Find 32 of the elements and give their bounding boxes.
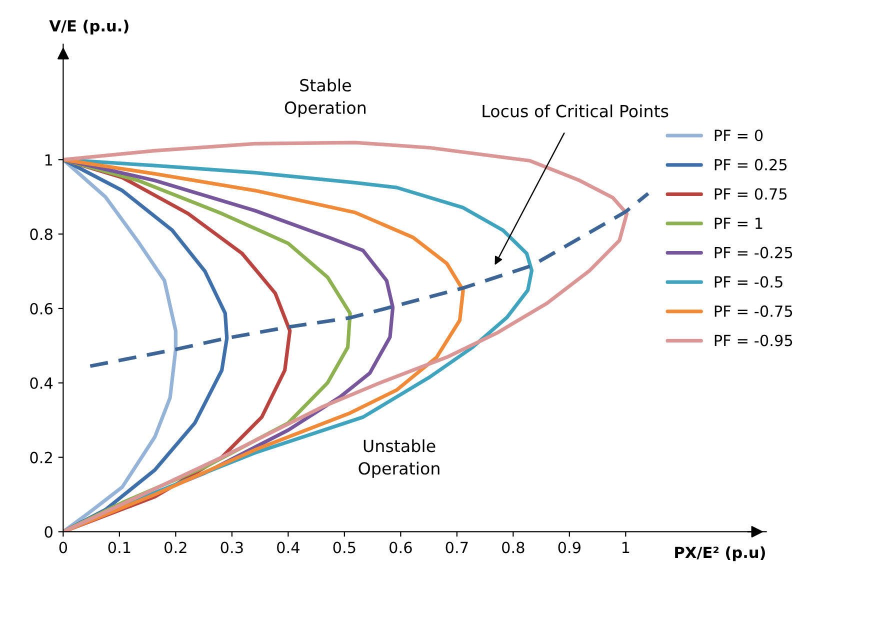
y-tick-label: 1	[45, 154, 52, 166]
x-tick-label: 0.7	[446, 542, 468, 554]
y-tick-label: 0.8	[30, 228, 52, 240]
legend-label: PF = -0.25	[714, 246, 792, 258]
x-tick-label: 0.4	[277, 542, 300, 554]
y-axis-title: V/E (p.u.)	[49, 20, 128, 35]
legend-label: PF = -0.75	[714, 305, 792, 317]
annotation: Stable Operation	[284, 78, 366, 118]
y-tick-label: 0.4	[30, 377, 53, 389]
y-tick-label: 0.2	[30, 452, 52, 464]
x-tick-label: 0.2	[164, 542, 186, 554]
x-tick-label: 0.9	[558, 542, 580, 554]
y-tick-label: 0	[44, 526, 52, 538]
x-tick-label: 1	[622, 542, 630, 554]
x-tick-label: 0.8	[502, 542, 524, 554]
x-axis-title: PX/E² (p.u)	[675, 546, 765, 562]
annotation: Unstable Operation	[358, 439, 440, 478]
legend-label: PF = -0.95	[714, 334, 792, 346]
x-tick-label: 0	[59, 542, 68, 554]
legend-label: PF = 1	[714, 218, 762, 229]
line-series	[63, 140, 629, 532]
x-tick-label: 0.6	[390, 542, 412, 554]
legend-label: PF = -0.5	[714, 276, 782, 288]
x-tick-label: 0.1	[108, 542, 130, 554]
x-tick-label: 0.3	[220, 542, 243, 554]
legend-label: PF = 0	[714, 130, 763, 142]
y-tick-label: 0.6	[30, 302, 53, 314]
annotation: Locus of Critical Points	[482, 104, 668, 118]
legend-label: PF = 0.75	[714, 188, 787, 200]
legend-label: PF = 0.25	[714, 158, 787, 170]
line-series	[88, 192, 650, 368]
x-tick-label: 0.5	[333, 542, 356, 554]
